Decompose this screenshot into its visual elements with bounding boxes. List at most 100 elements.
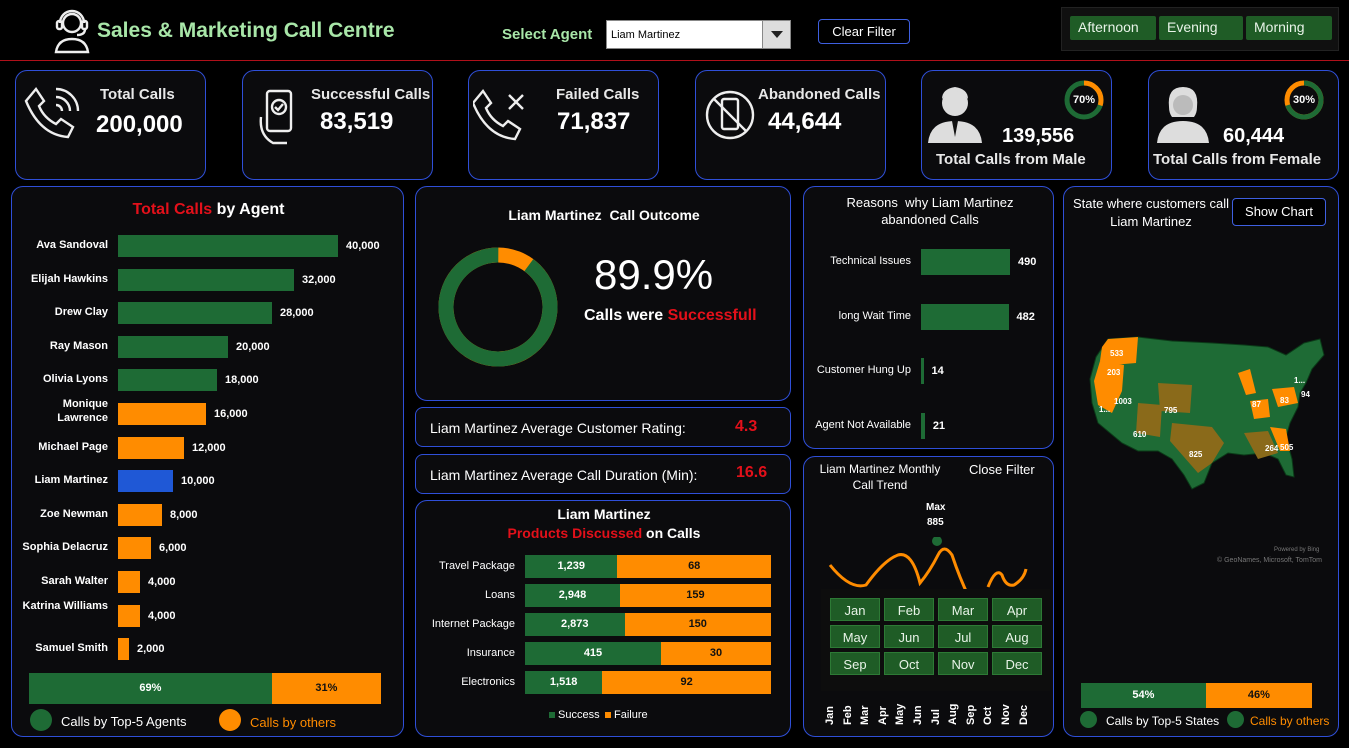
map-state-label: 203 [1107,368,1121,377]
reason-bar [921,303,1009,330]
month-may[interactable]: May [830,625,880,648]
phone-icon [22,83,84,150]
month-slicer: Jan Feb Mar Apr May Jun Jul Aug Sep Oct Nov Dec [821,589,1050,691]
agent-name: Monique Lawrence [57,398,108,424]
agent-bar-label: 4,000 [148,576,176,588]
outcome-donut [438,247,558,367]
month-sep[interactable]: Sep [830,652,880,675]
agent-bar [118,638,129,661]
products-subtitle-rest: on Calls [642,525,701,541]
month-aug[interactable]: Aug [992,625,1042,648]
month-feb[interactable]: Feb [884,598,934,621]
month-axis-label: Apr [876,706,889,725]
agent-bar-label: 28,000 [280,307,314,320]
agent-bar-label: 6,000 [159,542,187,555]
agent-bar-label: 40,000 [346,240,380,252]
rating-label: Liam Martinez Average Customer Rating: [430,420,686,436]
kpi-male: 70% 139,556 Total Calls from Male [921,70,1112,180]
month-oct[interactable]: Oct [884,652,934,675]
legend-dot-top5-states [1080,711,1097,728]
slicer-evening[interactable]: Evening [1159,16,1243,40]
us-map [1089,336,1325,490]
agent-bar-label: 12,000 [192,441,226,454]
trend-max-value: 885 [927,517,944,528]
map-state-label: 87 [1252,400,1261,409]
agent-bar [118,604,140,627]
states-split-others: 46% [1205,683,1312,708]
agents-panel: Total Calls by Agent Ava Sandoval 40,000 E… [11,186,404,737]
product-failure-bar: 68 [617,555,771,578]
map-credit-1: Powered by Bing [1274,547,1320,553]
agent-bar [118,537,151,560]
legend-failure-swatch [605,712,611,718]
kpi-successful-calls-label: Successful Calls [311,86,431,103]
product-success-bar: 415 [525,642,661,665]
product-failure-bar: 30 [661,642,771,665]
month-axis-label: Nov [1000,704,1012,725]
month-jan[interactable]: Jan [830,598,880,621]
agent-bar-label: 10,000 [181,475,215,488]
duration-label: Liam Martinez Average Call Duration (Min… [430,467,698,483]
agent-bar [118,302,272,325]
slicer-afternoon[interactable]: Afternoon [1070,16,1156,40]
map-state-label: 533 [1110,349,1124,358]
agent-bar-label: 16,000 [214,408,248,420]
agent-bar-label: 2,000 [137,643,165,656]
map-state-label: 264 [1265,444,1279,453]
agents-title-red: Total Calls [132,201,213,218]
slicer-morning[interactable]: Morning [1246,16,1332,40]
reason-bar-label: 482 [1016,310,1035,323]
legend-top5-label: Calls by Top-5 Agents [61,714,187,729]
product-name: Insurance [466,647,515,659]
product-success-bar: 2,948 [525,584,620,607]
show-chart-button[interactable]: Show Chart [1232,198,1326,226]
reason-bar [921,249,1010,275]
agents-title-rest: by Agent [212,201,285,218]
product-name: Internet Package [431,618,515,630]
month-mar[interactable]: Mar [938,598,988,621]
trend-line-chart [828,537,1028,597]
month-axis-label: May [894,703,907,725]
reason-bar-label: 490 [1018,256,1037,268]
clear-filter-button[interactable]: Clear Filter [818,19,910,44]
chevron-down-icon[interactable] [762,21,790,48]
dashboard-title: Sales & Marketing Call Centre [97,19,395,42]
map-labels: 533 203 1... 1003 795 610 825 87 83 94 1... 505 264 [1064,187,1340,527]
select-agent-label: Select Agent [502,26,593,43]
month-jun[interactable]: Jun [884,625,934,648]
kpi-male-label: Total Calls from Male [936,151,1086,168]
map-state-label: 1003 [1114,397,1132,406]
reason-bar [921,358,924,384]
reason-bar [921,412,925,439]
agent-name: Ray Mason [49,339,108,352]
close-filter-button[interactable]: Close Filter [969,462,1035,477]
phone-check-icon [257,87,303,152]
agent-name: Drew Clay [54,306,108,319]
map-state-label: 1... [1294,376,1306,385]
time-slicer: Afternoon Evening Morning [1061,7,1339,51]
map-credit-2: © GeoNames, Microsoft, TomTom [1217,557,1322,564]
agent-name: Sarah Walter [41,575,108,587]
reason-name: Agent Not Available [815,418,911,431]
map-state-label: 94 [1301,390,1310,399]
legend-failure-label: Failure [614,709,648,721]
agent-name: Michael Page [38,440,108,453]
rating-value: 4.3 [735,418,758,435]
reason-name: Technical Issues [830,255,911,267]
month-apr[interactable]: Apr [992,598,1042,621]
month-dec[interactable]: Dec [992,652,1042,675]
map-state-label: 505 [1280,443,1294,452]
agent-name: Liam Martinez [34,474,108,487]
product-failure-bar: 159 [619,584,771,607]
month-nov[interactable]: Nov [938,652,988,675]
agent-dropdown[interactable]: Liam Martinez [606,20,791,49]
agent-name: Samuel Smith [35,642,108,655]
month-axis-label: Sep [964,704,977,725]
reason-bar-label: 21 [932,419,946,432]
map-title: State where customers call Liam Martinez [1072,196,1230,229]
map-state-label: 1... [1099,405,1111,414]
states-split-bar: 54% 46% [1081,683,1312,708]
agent-bar[interactable] [118,470,173,493]
month-jul[interactable]: Jul [938,625,988,648]
product-success-bar: 1,518 [525,671,603,694]
